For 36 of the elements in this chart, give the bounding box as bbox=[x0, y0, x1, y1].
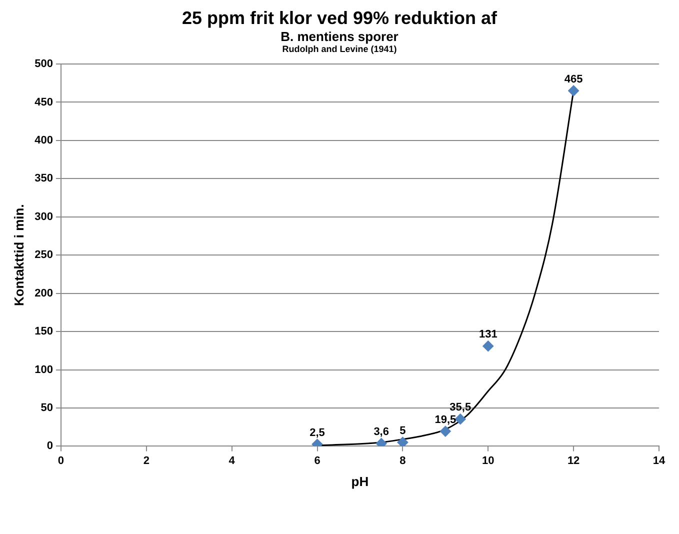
point bbox=[376, 438, 387, 446]
x-axis-title: pH bbox=[351, 474, 369, 489]
data-label: 465 bbox=[564, 73, 583, 86]
data-label: 3,6 bbox=[374, 426, 389, 438]
x-tick-label: 14 bbox=[652, 454, 666, 467]
x-tick-label: 0 bbox=[58, 454, 64, 467]
x-tick-label: 4 bbox=[228, 454, 236, 467]
y-tick-label: 200 bbox=[34, 287, 53, 300]
y-tick-label: 250 bbox=[34, 249, 53, 262]
y-tick-label: 400 bbox=[34, 134, 53, 146]
x-tick-label: 12 bbox=[567, 454, 580, 467]
text: Rudolph and Levine (1941) bbox=[281, 44, 398, 54]
y-tick-label: 500 bbox=[34, 58, 53, 70]
y-tick-label: 450 bbox=[34, 96, 53, 108]
y-tick-label: 50 bbox=[40, 402, 53, 414]
y-tick-label: 350 bbox=[34, 172, 53, 185]
data-label: 5 bbox=[400, 424, 406, 437]
x-tick-label: 6 bbox=[314, 454, 320, 467]
x-tick-label: 10 bbox=[482, 454, 494, 467]
data-label: 19,5 bbox=[434, 414, 456, 426]
y-tick-label: 0 bbox=[46, 440, 53, 452]
data-label: 2,5 bbox=[310, 426, 325, 439]
y-axis-title: Kontakttid i min. bbox=[11, 204, 26, 306]
data-label: 131 bbox=[478, 328, 498, 341]
chart-subtitle: B. mentiens sporer bbox=[280, 29, 400, 44]
point bbox=[397, 436, 408, 446]
y-tick-label: 300 bbox=[34, 210, 53, 223]
point bbox=[482, 340, 494, 352]
y-tick-label: 100 bbox=[34, 364, 53, 376]
data-label: 35,5 bbox=[450, 402, 472, 414]
y-tick-label: 150 bbox=[34, 326, 53, 338]
point bbox=[568, 85, 580, 96]
x-tick-label: 2 bbox=[143, 454, 150, 467]
point bbox=[440, 426, 451, 437]
chart-title: 25 ppm frit klor ved 99% reduktion af bbox=[180, 8, 498, 29]
x-tick-label: 8 bbox=[400, 454, 406, 467]
